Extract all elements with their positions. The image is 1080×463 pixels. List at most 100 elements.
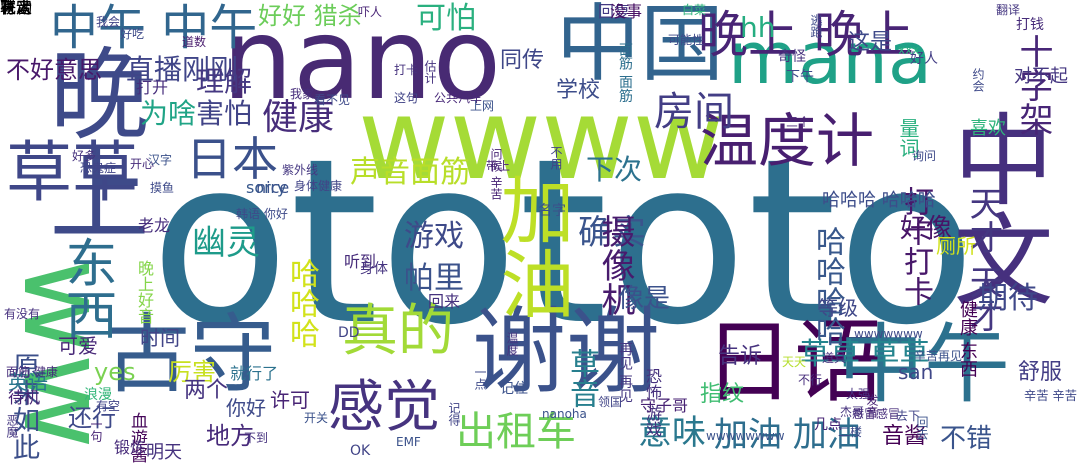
cloud-word: 开关 (304, 411, 329, 425)
cloud-word: 记得 (447, 402, 461, 426)
cloud-word: 带上 (486, 159, 511, 173)
cloud-word: 为啥 (140, 97, 197, 130)
cloud-word: 听到 (344, 252, 377, 271)
cloud-word: 许可 (270, 388, 310, 412)
cloud-word: sorry (246, 178, 287, 197)
cloud-word: 打卡打卡 (898, 186, 933, 306)
cloud-word: 我会 (96, 15, 121, 29)
cloud-word: 害怕 (196, 97, 253, 130)
cloud-word: 待机 (8, 388, 41, 407)
cloud-word: 可能性 (668, 33, 705, 47)
cloud-word: 韩语 你好 (236, 207, 288, 221)
cloud-word: 血遊酱 (126, 412, 147, 463)
cloud-word: 估计 (423, 60, 437, 84)
cloud-word: 像是 (618, 284, 671, 314)
cloud-word: 花音 (0, 0, 33, 17)
cloud-word: EMF (396, 435, 421, 449)
cloud-word: 打卡 (394, 63, 419, 77)
cloud-word: 天才 天才 (963, 186, 1003, 333)
cloud-word: 好像 (900, 214, 953, 244)
cloud-word: 十字架 (1013, 34, 1053, 136)
cloud-word: 直播刚刚 (126, 53, 239, 86)
cloud-word: 汉字 (148, 153, 173, 167)
cloud-word: 辛苦 辛苦 (1024, 389, 1077, 403)
cloud-word: 真的 (342, 299, 454, 364)
cloud-word: 有没有 (4, 307, 41, 321)
cloud-word: otototo (150, 109, 977, 375)
cloud-word: 逃跑 (809, 14, 823, 38)
cloud-word: 打开 (136, 78, 169, 97)
cloud-word: 幽灵 (192, 223, 260, 263)
cloud-word: 肯定 (0, 0, 33, 17)
cloud-word: 面筋 健康 (6, 365, 58, 379)
cloud-word: 学校 (556, 78, 601, 103)
cloud-word: 晚上好音 (135, 260, 154, 324)
cloud-word: 哈哈哈 哈哈哈 (822, 190, 936, 211)
cloud-word: 晚上 晚上 (698, 6, 914, 64)
cloud-word: 道具 (822, 351, 847, 365)
cloud-word: 期待 (978, 281, 1038, 316)
cloud-word: nice (256, 178, 290, 197)
cloud-word: 理解 (196, 65, 253, 98)
cloud-word: 房间 (654, 89, 734, 135)
cloud-word: 面筋 面筋 (617, 42, 633, 103)
cloud-word: 联动 (0, 0, 33, 17)
cloud-word: 恐怖 游戏 (643, 368, 662, 438)
cloud-word: 好吃 (120, 27, 145, 41)
cloud-word: 感冒感冒 (852, 407, 901, 421)
cloud-word: 吓人 (358, 5, 383, 19)
cloud-word: 不好意思 (6, 56, 102, 84)
cloud-word: 日本 (186, 132, 278, 186)
cloud-word: 好好 猎杀 (258, 2, 362, 30)
cloud-word: 意味 (638, 413, 706, 453)
cloud-word: 发音 (865, 394, 879, 418)
cloud-word: 中国 (556, 0, 725, 93)
cloud-word: 舒服 (1018, 360, 1063, 385)
cloud-word: 加油 加油 (714, 415, 861, 455)
cloud-word: 摸鱼 (150, 181, 175, 195)
cloud-word: 告诉 (718, 344, 763, 369)
cloud-word: 我家 (290, 87, 315, 101)
cloud-word: 草草 (6, 134, 138, 211)
cloud-word: 再见 再见 (617, 342, 633, 403)
cloud-word: 道数 (182, 35, 207, 49)
cloud-word: 原来如此 (8, 352, 40, 461)
cloud-word: 东西 (56, 236, 116, 340)
cloud-word: 音酱 (882, 424, 927, 449)
cloud-word: 厉害 (168, 358, 216, 386)
cloud-word: 浪漫 (84, 387, 112, 403)
cloud-word: 开心 (130, 157, 155, 171)
cloud-word: san (898, 360, 934, 384)
cloud-word: 中午 中午 (50, 0, 258, 56)
cloud-word: 谢谢 (472, 298, 661, 407)
cloud-word: wwww (358, 75, 725, 205)
cloud-word: 同传 (500, 48, 545, 73)
cloud-word: 名字 (538, 203, 566, 219)
cloud-word: 二楼 (838, 425, 863, 439)
cloud-word: nanoha (542, 407, 587, 421)
cloud-word: 老龙 (138, 216, 171, 235)
cloud-word: 问候 辛苦 (489, 148, 503, 200)
cloud-word: 英语 (8, 370, 48, 394)
cloud-word: 一句 (89, 418, 103, 442)
cloud-word: 声音面筋 (350, 155, 470, 190)
cloud-word: 出租车 (456, 409, 576, 455)
cloud-word: 回去 (915, 416, 929, 440)
cloud-word: 白菜 (682, 3, 707, 17)
cloud-word: 健康 东西 (957, 300, 978, 378)
cloud-word: 你好 (226, 396, 266, 420)
cloud-word: 不错 (940, 424, 993, 454)
cloud-word: yes (94, 358, 136, 386)
cloud-word: 就行了 (230, 364, 279, 383)
cloud-word: 辛苦再见 (914, 349, 963, 363)
cloud-word: 打钱 (1016, 17, 1044, 33)
cloud-word: ww (0, 258, 133, 450)
cloud-word: 回复 (598, 2, 631, 21)
cloud-word: 晚上 (32, 42, 149, 242)
cloud-word: 三个 (786, 115, 811, 129)
cloud-word: 草草 草草 (800, 337, 930, 372)
cloud-word: hh (740, 11, 776, 44)
cloud-word: 去下 (896, 409, 921, 423)
cloud-word: 太强 (846, 387, 871, 401)
